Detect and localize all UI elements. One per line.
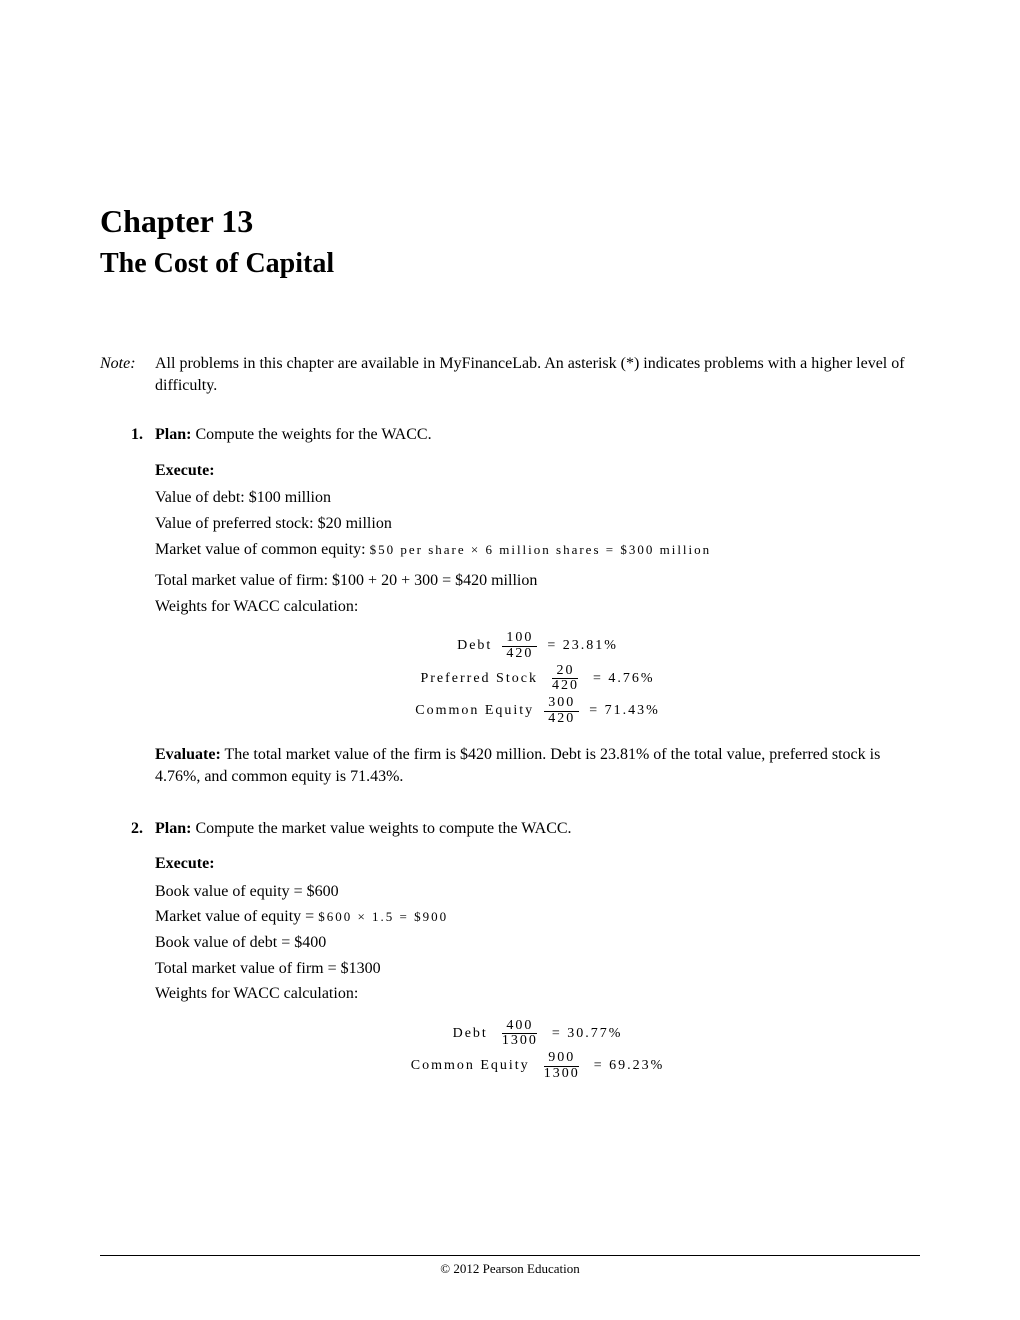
plan-label: Plan:	[155, 820, 191, 837]
eq-den: 1300	[498, 1034, 542, 1049]
p2-line1: Book value of equity = $600	[155, 881, 920, 903]
copyright-text: © 2012 Pearson Education	[440, 1261, 580, 1276]
p1-line3a: Market value of common equity:	[155, 541, 370, 558]
p1-line3b: $50 per share × 6 million shares = $300 …	[370, 542, 712, 557]
plan-label: Plan:	[155, 426, 191, 443]
eq-den: 420	[548, 679, 583, 694]
eq-num: 300	[544, 696, 579, 712]
eq-rhs: = 71.43%	[589, 698, 660, 725]
execute-label: Execute:	[155, 460, 920, 482]
eq-label: Common Equity	[415, 698, 534, 725]
eq-num: 100	[502, 631, 537, 647]
evaluate-text: The total market value of the firm is $4…	[155, 746, 880, 785]
problem-1: 1. Plan: Compute the weights for the WAC…	[100, 424, 920, 807]
problem-body: Plan: Compute the weights for the WACC. …	[155, 424, 920, 807]
p1-equations: Debt 100420 = 23.81% Preferred Stock 204…	[155, 631, 920, 726]
page-footer: © 2012 Pearson Education	[100, 1255, 920, 1278]
eq-den: 420	[544, 712, 579, 727]
eq-label: Preferred Stock	[420, 666, 537, 693]
p1-line1: Value of debt: $100 million	[155, 487, 920, 509]
problem-2: 2. Plan: Compute the market value weight…	[100, 818, 920, 1100]
p2-line3: Book value of debt = $400	[155, 932, 920, 954]
chapter-title: The Cost of Capital	[100, 245, 920, 283]
p1-line2: Value of preferred stock: $20 million	[155, 513, 920, 535]
p2-line2b: $600 × 1.5 = $900	[318, 909, 448, 924]
plan-text: Compute the market value weights to comp…	[191, 820, 571, 837]
problem-number: 1.	[100, 424, 155, 807]
note-label: Note:	[100, 353, 155, 396]
eq-num: 400	[502, 1019, 537, 1035]
eq-rhs: = 4.76%	[593, 666, 655, 693]
execute-label: Execute:	[155, 853, 920, 875]
p1-line4: Total market value of firm: $100 + 20 + …	[155, 570, 920, 592]
eq-label: Debt	[457, 633, 492, 660]
eq-num: 900	[544, 1051, 579, 1067]
plan-text: Compute the weights for the WACC.	[191, 426, 431, 443]
problem-body: Plan: Compute the market value weights t…	[155, 818, 920, 1100]
p2-line2a: Market value of equity =	[155, 908, 318, 925]
p2-line5: Weights for WACC calculation:	[155, 983, 920, 1005]
eq-label: Debt	[453, 1021, 488, 1048]
note-row: Note: All problems in this chapter are a…	[100, 353, 920, 396]
evaluate-label: Evaluate:	[155, 746, 221, 763]
problem-number: 2.	[100, 818, 155, 1100]
eq-label: Common Equity	[411, 1053, 530, 1080]
eq-rhs: = 23.81%	[547, 633, 618, 660]
eq-num: 20	[552, 664, 578, 680]
eq-den: 420	[502, 647, 537, 662]
eq-rhs: = 69.23%	[594, 1053, 665, 1080]
chapter-number: Chapter 13	[100, 200, 920, 243]
p2-line4: Total market value of firm = $1300	[155, 958, 920, 980]
note-text: All problems in this chapter are availab…	[155, 353, 920, 396]
eq-den: 1300	[540, 1067, 584, 1082]
p1-line5: Weights for WACC calculation:	[155, 596, 920, 618]
p2-equations: Debt 4001300 = 30.77% Common Equity 9001…	[155, 1019, 920, 1082]
eq-rhs: = 30.77%	[552, 1021, 623, 1048]
